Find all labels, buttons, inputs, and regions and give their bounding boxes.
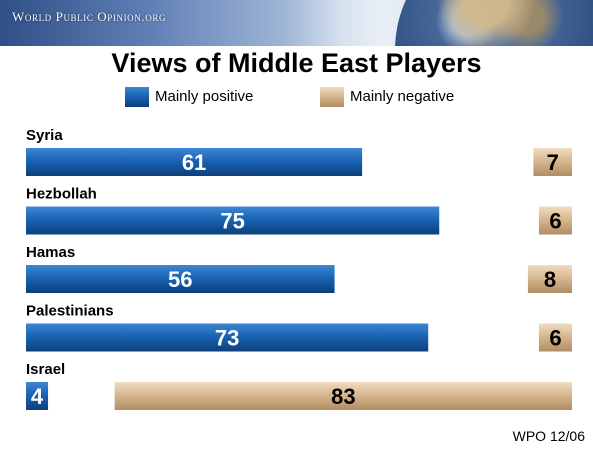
bar-positive-palestinians (26, 323, 429, 352)
value-label-negative-hezbollah: 6 (549, 209, 561, 234)
value-label-negative-israel: 83 (331, 384, 355, 409)
bar-positive-hamas (26, 265, 335, 293)
value-label-positive-hamas: 56 (168, 267, 192, 292)
globe-image (395, 0, 593, 46)
brand-logo: World Public Opinion.org (12, 9, 167, 24)
chart-title: Views of Middle East Players (111, 48, 482, 78)
bar-negative-hezbollah (538, 206, 572, 235)
category-label-hezbollah: Hezbollah (26, 186, 97, 203)
value-label-negative-hamas: 8 (544, 267, 556, 292)
value-label-positive-hezbollah: 75 (220, 209, 244, 234)
bar-positive-israel (26, 382, 49, 410)
value-label-positive-palestinians: 73 (215, 326, 239, 351)
bar-negative-hamas (527, 265, 572, 293)
value-label-positive-syria: 61 (182, 150, 206, 175)
value-label-negative-palestinians: 6 (549, 326, 561, 351)
category-label-syria: Syria (26, 127, 63, 144)
category-label-palestinians: Palestinians (26, 303, 114, 320)
bar-positive-syria (26, 148, 363, 176)
category-label-israel: Israel (26, 361, 65, 378)
bar-negative-israel (114, 382, 573, 410)
bar-negative-palestinians (538, 323, 572, 352)
source-note: WPO 12/06 (512, 428, 585, 444)
legend-swatch-positive (125, 87, 149, 107)
bar-negative-syria (533, 148, 572, 176)
value-label-positive-israel: 4 (31, 384, 44, 409)
legend-swatch-negative (320, 87, 344, 107)
legend-label-positive: Mainly positive (155, 88, 254, 105)
legend-label-negative: Mainly negative (350, 88, 455, 105)
value-label-negative-syria: 7 (547, 150, 559, 175)
category-label-hamas: Hamas (26, 244, 75, 261)
header-banner: World Public Opinion.org (0, 0, 593, 46)
bar-positive-hezbollah (26, 206, 440, 235)
